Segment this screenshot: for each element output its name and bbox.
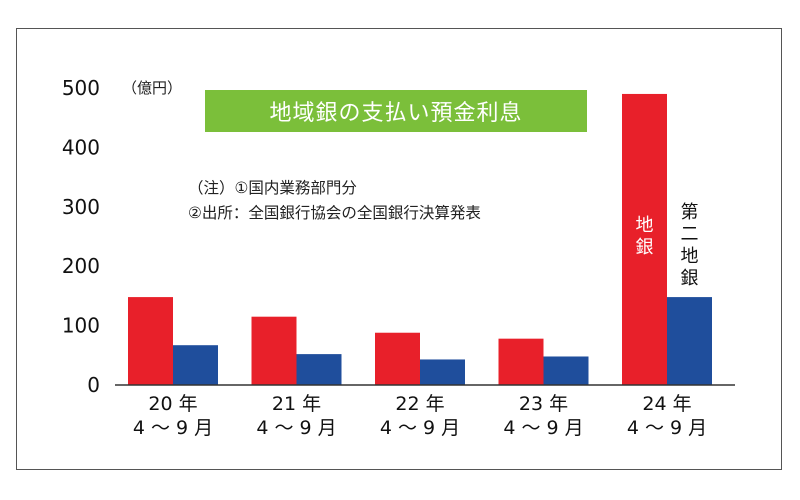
x-category-period: 4 〜 9 月	[379, 417, 461, 439]
bar-chigin-1	[251, 316, 297, 385]
y-axis-ticks: 0 100 200 300 400 500	[62, 76, 100, 397]
chart-title: 地域銀の支払い預金利息	[269, 101, 523, 126]
series-label-daini-chigin: 第二地銀	[680, 202, 699, 290]
x-category-year: 22 年	[395, 393, 445, 415]
y-tick-label: 0	[87, 373, 100, 397]
bar-daini-chigin-0	[173, 345, 218, 385]
bar-chigin-3	[498, 338, 544, 385]
y-tick-label: 300	[62, 195, 100, 219]
series-label-chigin: 地銀	[635, 215, 654, 258]
x-category-period: 4 〜 9 月	[256, 417, 337, 439]
y-axis-unit-label: （億円）	[122, 79, 183, 97]
y-tick-label: 200	[62, 254, 100, 278]
x-category-period: 4 〜 9 月	[626, 417, 708, 439]
x-category-period: 4 〜 9 月	[132, 417, 214, 439]
bar-daini-chigin-3	[543, 356, 589, 385]
note-line-2: ②出所：全国銀行協会の全国銀行決算発表	[188, 204, 481, 222]
title-background	[205, 90, 587, 132]
note-line-1: （注）①国内業務部門分	[188, 179, 357, 197]
x-category-year: 20 年	[148, 393, 198, 415]
y-tick-label: 400	[62, 135, 100, 159]
y-tick-label: 100	[62, 314, 100, 338]
x-category-year: 23 年	[518, 393, 569, 415]
bar-chigin-2	[375, 332, 420, 385]
y-tick-label: 500	[62, 76, 100, 100]
bar-daini-chigin-4	[667, 297, 712, 385]
x-category-year: 24 年	[642, 393, 692, 415]
bar-chigin-4	[622, 93, 667, 385]
bar-daini-chigin-2	[420, 359, 465, 385]
x-category-period: 4 〜 9 月	[503, 417, 584, 439]
bar-chigin-0	[128, 297, 173, 385]
x-category-year: 21 年	[271, 393, 322, 415]
bar-daini-chigin-1	[296, 354, 342, 385]
bars-group	[128, 93, 712, 385]
